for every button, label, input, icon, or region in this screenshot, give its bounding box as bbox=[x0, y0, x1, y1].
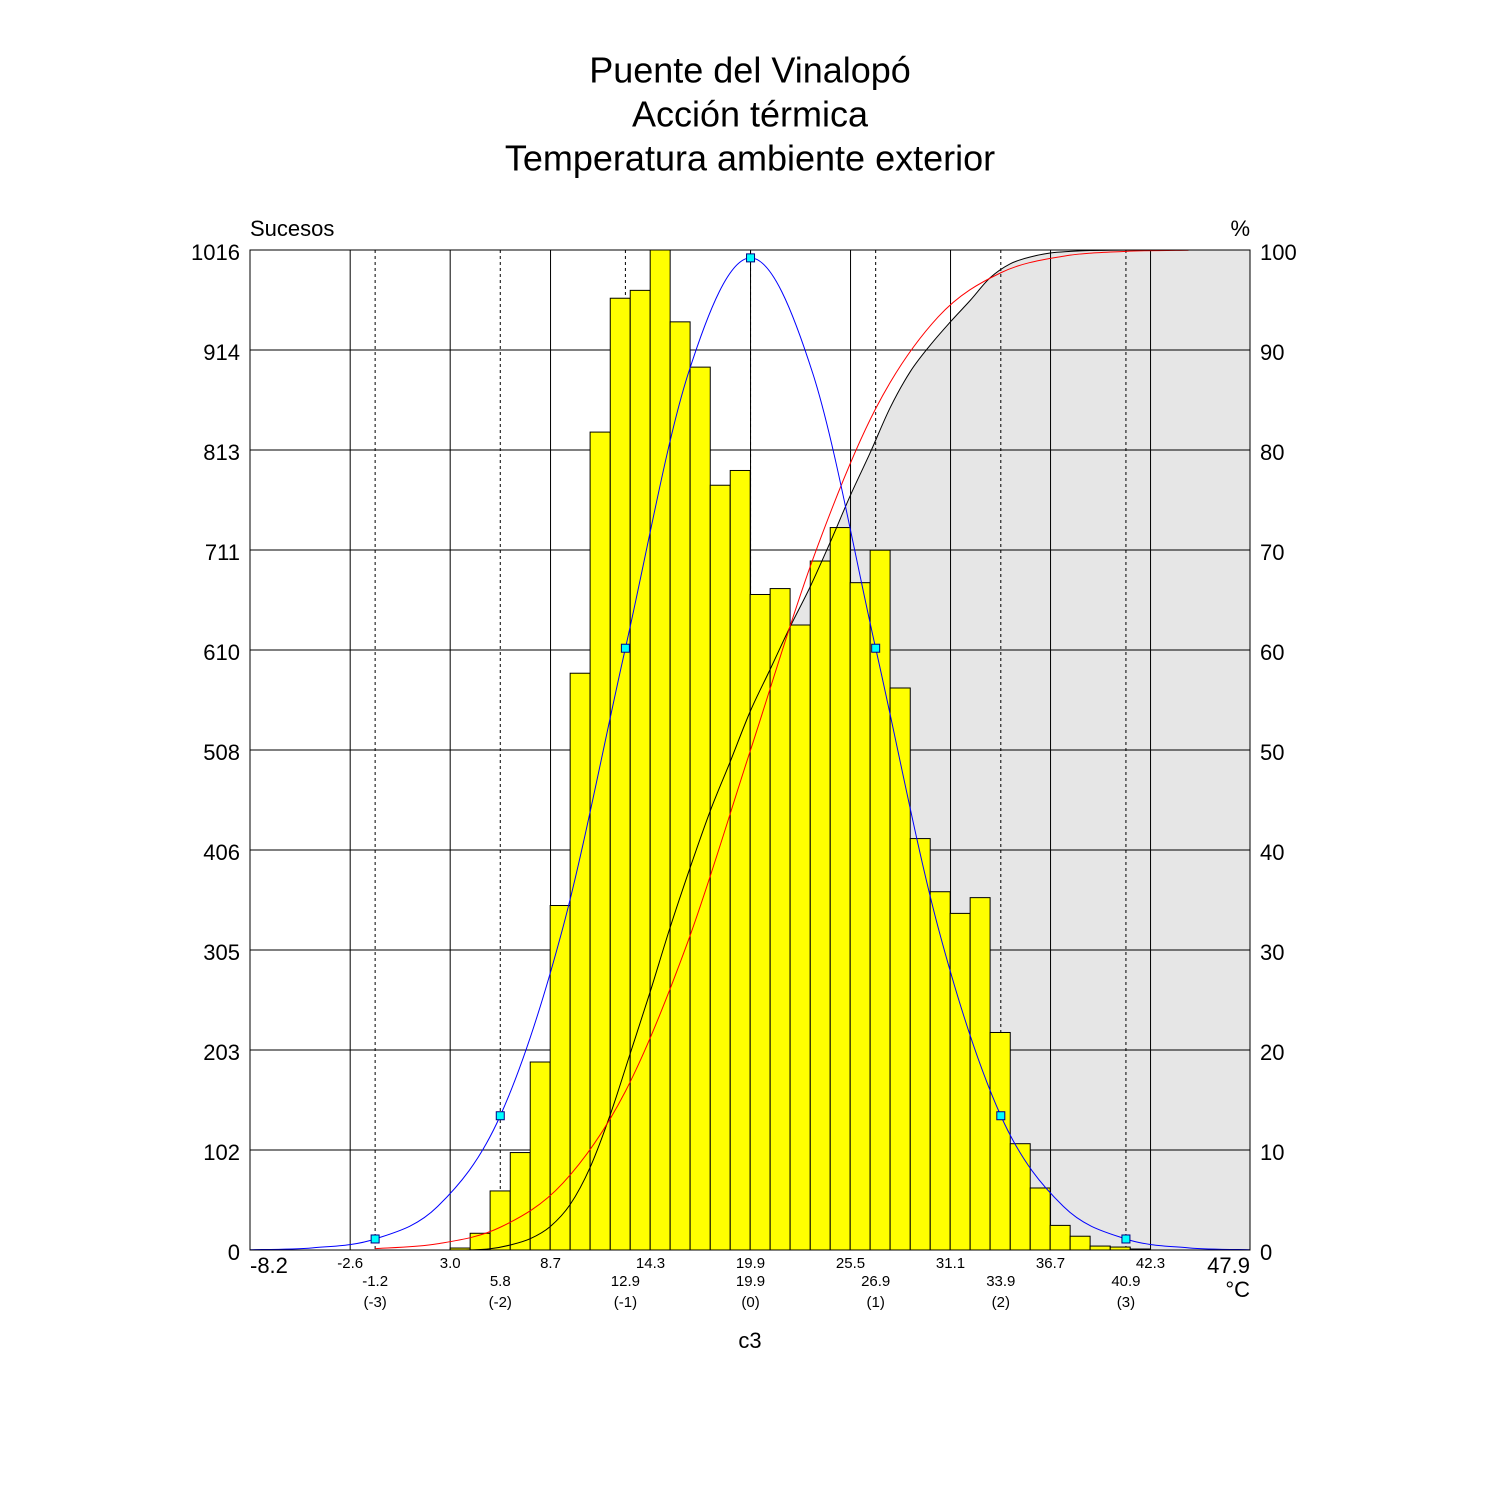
x-tick-label: 14.3 bbox=[636, 1255, 665, 1272]
plot-frame bbox=[249, 249, 1251, 1251]
sigma-tick-label: 5.8 bbox=[490, 1273, 511, 1290]
sigma-label: (0) bbox=[741, 1294, 759, 1311]
bar bbox=[649, 249, 671, 1251]
y-tick-label: 0 bbox=[228, 1240, 240, 1265]
bar bbox=[729, 469, 751, 1251]
sigma-label: (1) bbox=[866, 1294, 884, 1311]
y-tick-label: 813 bbox=[203, 440, 240, 465]
bar bbox=[909, 838, 931, 1251]
x-tick-label: 3.0 bbox=[440, 1255, 461, 1272]
bar bbox=[869, 549, 891, 1251]
sigma-tick-label: 19.9 bbox=[736, 1273, 765, 1290]
sigma-label: (-2) bbox=[489, 1294, 512, 1311]
marker bbox=[1121, 1234, 1131, 1244]
marker bbox=[746, 253, 756, 263]
y2-tick-label: 60 bbox=[1260, 640, 1284, 665]
y2-tick-label: 10 bbox=[1260, 1140, 1284, 1165]
y-tick-label: 406 bbox=[203, 840, 240, 865]
y2-axis-label: % bbox=[1230, 216, 1250, 241]
sigma-label: (2) bbox=[992, 1294, 1010, 1311]
x-axis-label: c3 bbox=[738, 1328, 761, 1353]
x-limit-label: -8.2 bbox=[250, 1253, 288, 1278]
sigma-label: (-1) bbox=[614, 1294, 637, 1311]
marker bbox=[620, 643, 630, 653]
y2-tick-label: 40 bbox=[1260, 840, 1284, 865]
y-tick-label: 1016 bbox=[191, 240, 240, 265]
y-tick-label: 914 bbox=[203, 340, 240, 365]
bar bbox=[1049, 1224, 1071, 1251]
bar bbox=[749, 593, 771, 1251]
y-tick-label: 610 bbox=[203, 640, 240, 665]
y-tick-label: 203 bbox=[203, 1040, 240, 1065]
y-axis-label: Sucesos bbox=[250, 216, 334, 241]
y-tick-label: 305 bbox=[203, 940, 240, 965]
y2-tick-label: 70 bbox=[1260, 540, 1284, 565]
bar bbox=[1089, 1245, 1111, 1251]
y2-tick-label: 20 bbox=[1260, 1040, 1284, 1065]
y2-tick-label: 30 bbox=[1260, 940, 1284, 965]
x-limit-label: 47.9 bbox=[1207, 1253, 1250, 1278]
marker bbox=[495, 1111, 505, 1121]
bar bbox=[509, 1152, 531, 1251]
x-tick-label: 25.5 bbox=[836, 1255, 865, 1272]
bar bbox=[989, 1031, 1011, 1251]
bar bbox=[849, 582, 871, 1251]
bar bbox=[789, 624, 811, 1251]
x-unit-label: °C bbox=[1225, 1277, 1250, 1302]
bar bbox=[469, 1232, 491, 1251]
y2-tick-label: 90 bbox=[1260, 340, 1284, 365]
sigma-tick-label: 12.9 bbox=[611, 1273, 640, 1290]
bar bbox=[629, 289, 651, 1251]
bar bbox=[689, 366, 711, 1251]
bar bbox=[489, 1190, 511, 1251]
bar bbox=[969, 897, 991, 1251]
bar bbox=[889, 687, 911, 1251]
bar bbox=[669, 321, 691, 1251]
bar bbox=[929, 891, 951, 1251]
x-tick-label: 31.1 bbox=[936, 1255, 965, 1272]
y-tick-label: 508 bbox=[203, 740, 240, 765]
marker bbox=[370, 1234, 380, 1244]
x-tick-label: 8.7 bbox=[540, 1255, 561, 1272]
bar bbox=[1029, 1187, 1051, 1251]
bar bbox=[589, 431, 611, 1251]
bar bbox=[1069, 1235, 1091, 1251]
marker bbox=[871, 643, 881, 653]
marker bbox=[996, 1111, 1006, 1121]
bar bbox=[769, 588, 791, 1251]
chart-title: Temperatura ambiente exterior bbox=[505, 138, 995, 179]
y2-tick-label: 50 bbox=[1260, 740, 1284, 765]
sigma-tick-label: 26.9 bbox=[861, 1273, 890, 1290]
chart-title: Acción térmica bbox=[632, 94, 869, 135]
bar bbox=[829, 527, 851, 1251]
sigma-tick-label: -1.2 bbox=[362, 1273, 388, 1290]
bar bbox=[529, 1061, 551, 1251]
y-tick-label: 102 bbox=[203, 1140, 240, 1165]
y2-tick-label: 0 bbox=[1260, 1240, 1272, 1265]
bar bbox=[549, 905, 571, 1251]
x-tick-label: 36.7 bbox=[1036, 1255, 1065, 1272]
cdf-line bbox=[450, 249, 1151, 1251]
x-tick-label: 42.3 bbox=[1136, 1255, 1165, 1272]
y-tick-label: 711 bbox=[205, 540, 240, 565]
sigma-tick-label: 33.9 bbox=[986, 1273, 1015, 1290]
bar bbox=[809, 560, 831, 1251]
chart-title: Puente del Vinalopó bbox=[589, 50, 911, 91]
bar bbox=[949, 912, 971, 1251]
x-tick-label: 19.9 bbox=[736, 1255, 765, 1272]
bar bbox=[1009, 1143, 1031, 1251]
y2-tick-label: 80 bbox=[1260, 440, 1284, 465]
sigma-label: (-3) bbox=[363, 1294, 386, 1311]
y2-tick-label: 100 bbox=[1260, 240, 1297, 265]
sigma-tick-label: 40.9 bbox=[1111, 1273, 1140, 1290]
curve bbox=[375, 249, 1189, 1250]
x-tick-label: -2.6 bbox=[337, 1255, 363, 1272]
sigma-label: (3) bbox=[1117, 1294, 1135, 1311]
